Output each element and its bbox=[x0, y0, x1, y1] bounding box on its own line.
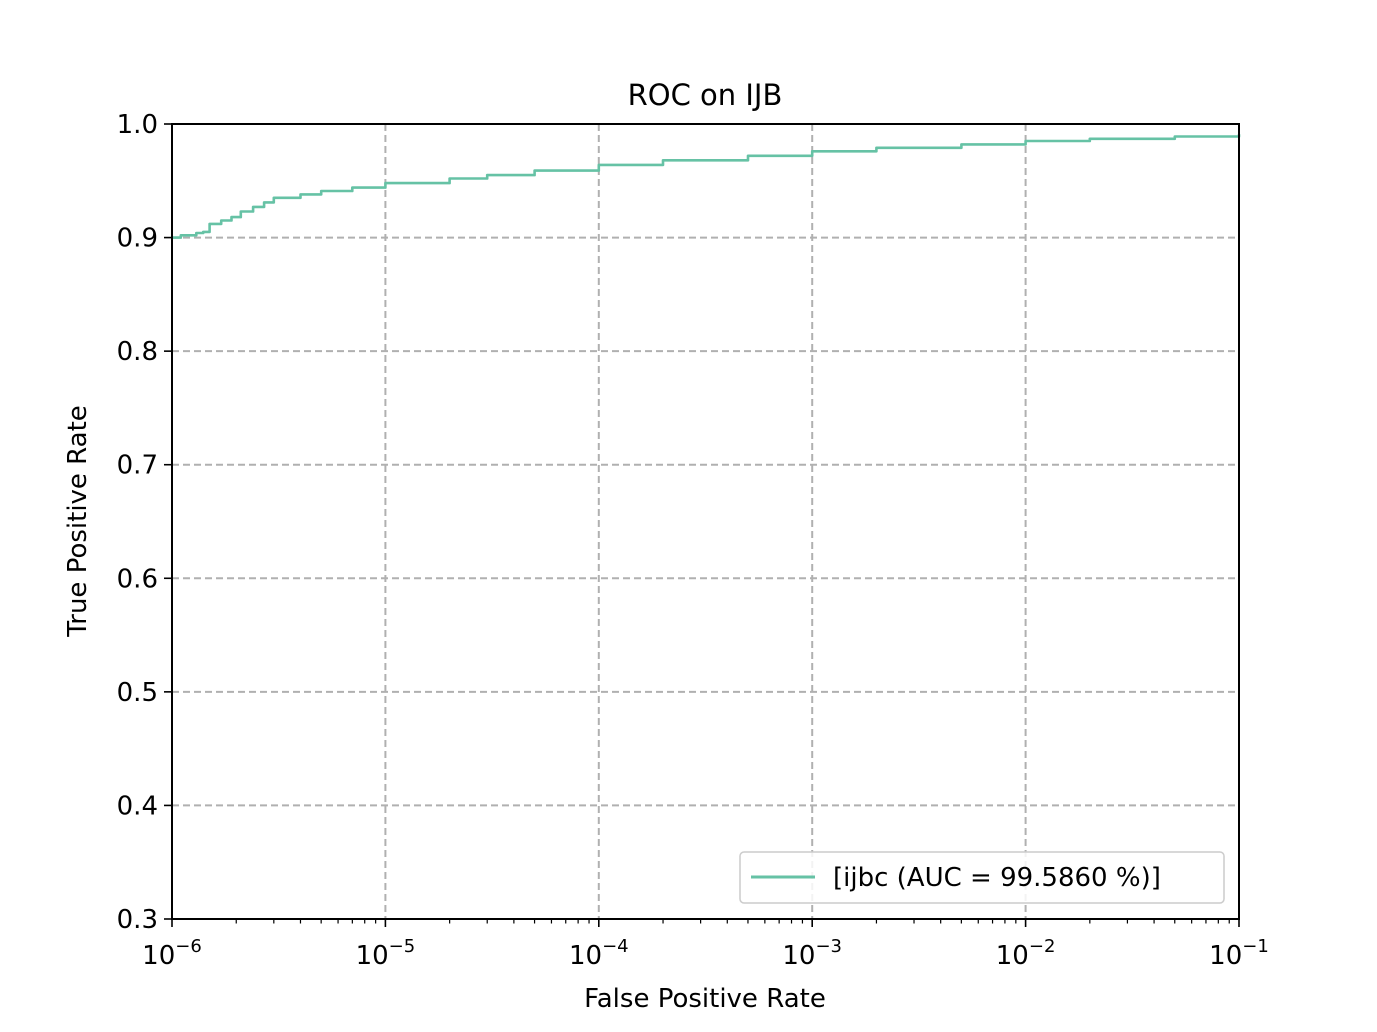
y-tick-label: 0.9 bbox=[117, 224, 158, 254]
x-tick-label: 10−4 bbox=[569, 936, 629, 971]
x-tick-label: 10−3 bbox=[782, 936, 842, 971]
roc-series-line bbox=[172, 134, 1241, 239]
legend-label: [ijbc (AUC = 99.5860 %)] bbox=[833, 863, 1161, 893]
x-tick-label: 10−6 bbox=[142, 936, 202, 971]
chart-title: ROC on IJB bbox=[628, 78, 783, 112]
y-axis-label: True Positive Rate bbox=[63, 405, 93, 638]
grid-lines bbox=[172, 124, 1239, 919]
x-tick-label: 10−5 bbox=[356, 936, 416, 971]
y-tick-label: 1.0 bbox=[117, 110, 158, 140]
y-tick-label: 0.3 bbox=[117, 905, 158, 935]
series-layer bbox=[172, 134, 1241, 239]
y-tick-label: 0.8 bbox=[117, 337, 158, 367]
y-tick-label: 0.7 bbox=[117, 451, 158, 481]
legend: [ijbc (AUC = 99.5860 %)] bbox=[739, 851, 1225, 904]
axis-ticks: 10−6 10−5 10−4 10−3 10−2 10−1 0.3 0.4 0.5 0.6 0.7 0… bbox=[117, 110, 1269, 971]
legend-box bbox=[739, 851, 1225, 904]
x-axis-label: False Positive Rate bbox=[584, 984, 826, 1014]
y-tick-label: 0.6 bbox=[117, 564, 158, 594]
y-tick-label: 0.4 bbox=[117, 791, 158, 821]
plot-frame bbox=[171, 123, 1240, 920]
x-tick-label: 10−1 bbox=[1209, 936, 1269, 971]
x-tick-label: 10−2 bbox=[996, 936, 1056, 971]
y-tick-label: 0.5 bbox=[117, 678, 158, 708]
